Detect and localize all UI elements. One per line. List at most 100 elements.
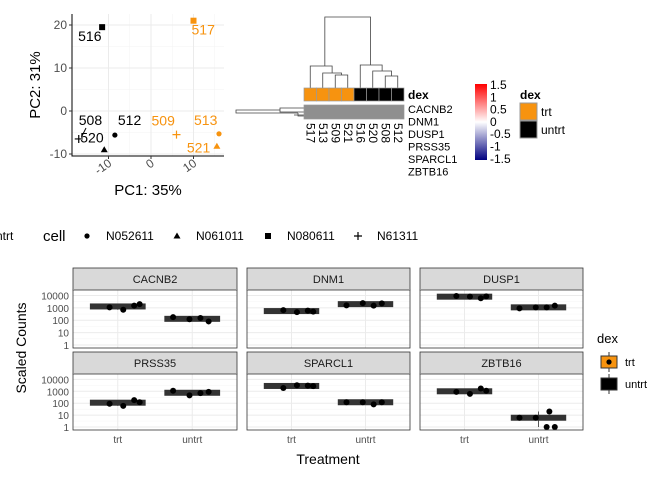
column-label: 520 (366, 123, 380, 143)
pca-point-label: 512 (118, 112, 142, 128)
row-dendrogram (235, 107, 304, 117)
colorbar-label: 1 (490, 90, 497, 104)
column-label: 509 (328, 123, 342, 143)
box (436, 388, 493, 395)
data-point (205, 318, 212, 325)
data-point (551, 302, 558, 309)
heatmap-legend-key (519, 102, 538, 121)
pca-point (190, 17, 197, 24)
column-label: 513 (316, 123, 330, 143)
cell-legend-title: cell (43, 228, 66, 245)
colorbar-label: 0 (490, 115, 497, 129)
x-tick-label: untrt (528, 435, 548, 446)
facet-strip-label: PRSS35 (134, 358, 176, 370)
data-point (310, 308, 317, 315)
box-legend-label: trt (625, 357, 635, 369)
cell-legend-label: N080611 (287, 229, 335, 243)
data-point (120, 306, 127, 313)
cell-legend-label: N052611 (106, 229, 154, 243)
annotation-title: dex (408, 88, 429, 102)
facet-panel: ZBTB16 trt untrt (419, 351, 584, 446)
box (436, 293, 493, 300)
facet-panel: SPARCL1 trt untrt (246, 351, 411, 446)
data-point (170, 314, 177, 321)
y-tick-label: 1 (63, 341, 69, 352)
column-label: 508 (378, 123, 392, 143)
x-tick-label: trt (460, 435, 469, 446)
data-point (186, 392, 193, 399)
colorbar-label: 1.5 (490, 78, 507, 92)
data-point (359, 300, 366, 307)
pca-point-label: 517 (192, 22, 216, 38)
y-tick-label: 1 (63, 423, 69, 434)
pca-plot: -10 0 10 20 -10 0 10 PC1: 35% PC2: 31% 516 517 512 5… (27, 14, 224, 199)
data-point (370, 401, 377, 408)
dex-legend-partial: ntrt (0, 229, 14, 243)
pca-xtick-label: 0 (143, 156, 157, 171)
data-point (280, 384, 287, 391)
x-tick-label: trt (287, 435, 296, 446)
data-point (170, 387, 177, 394)
box-legend-label: untrt (625, 379, 647, 391)
pca-point-label: 516 (78, 28, 102, 44)
data-point (120, 402, 127, 409)
data-point (532, 304, 539, 311)
data-point (466, 293, 473, 300)
row-label: CACNB2 (408, 104, 453, 116)
data-point (551, 424, 558, 430)
legend-point-icon (606, 359, 612, 365)
y-tick-label: 10 (58, 411, 70, 422)
data-point (453, 293, 460, 300)
dex-annotation-cell (378, 87, 392, 102)
data-point (466, 390, 473, 397)
data-point (378, 300, 385, 307)
dex-annotation-cell (316, 87, 330, 102)
column-label: 512 (391, 123, 405, 143)
legend-point-icon (606, 381, 612, 387)
data-point (532, 414, 539, 421)
data-point (477, 295, 484, 302)
data-point (516, 414, 523, 421)
pca-ytick-label: 10 (54, 61, 68, 75)
facet-strip-label: DNM1 (313, 274, 344, 286)
data-point (310, 383, 317, 390)
pca-point (172, 130, 181, 139)
data-point (483, 293, 490, 300)
pca-point (74, 134, 83, 143)
row-label: SPARCL1 (408, 154, 457, 166)
colorbar (475, 84, 487, 160)
pca-xlabel: PC1: 35% (114, 182, 182, 199)
row-label: PRSS35 (408, 142, 450, 154)
pca-point-label: 508 (79, 112, 103, 128)
data-point (483, 387, 490, 394)
dex-annotation-cell (366, 87, 380, 102)
data-point (543, 424, 550, 430)
panel-border (246, 289, 411, 349)
facet-panel: DUSP1 (419, 267, 584, 349)
panel-border (246, 373, 411, 431)
facet-panel: DNM1 (246, 267, 411, 349)
panel-border (419, 373, 584, 431)
data-point (186, 316, 193, 323)
x-axis-title: Treatment (296, 451, 359, 467)
data-point (304, 307, 311, 314)
data-point (293, 309, 300, 316)
row-label: ZBTB16 (408, 167, 448, 179)
panel-background (420, 374, 583, 430)
data-point (378, 399, 385, 406)
pca-point (100, 146, 108, 153)
data-point (343, 302, 350, 309)
facet-strip-label: CACNB2 (133, 274, 178, 286)
cell-legend: ntrt cell N052611 N061011 N080611 N61311 (0, 228, 418, 245)
pca-point (99, 24, 106, 31)
dex-annotation-cell (353, 87, 367, 102)
y-axis-title: Scaled Counts (13, 302, 29, 393)
panel-border (72, 373, 238, 431)
pca-ylabel: PC2: 31% (27, 51, 44, 119)
data-point (293, 382, 300, 389)
legend-triangle-icon (173, 232, 181, 239)
box (89, 399, 146, 406)
data-point (205, 388, 212, 395)
